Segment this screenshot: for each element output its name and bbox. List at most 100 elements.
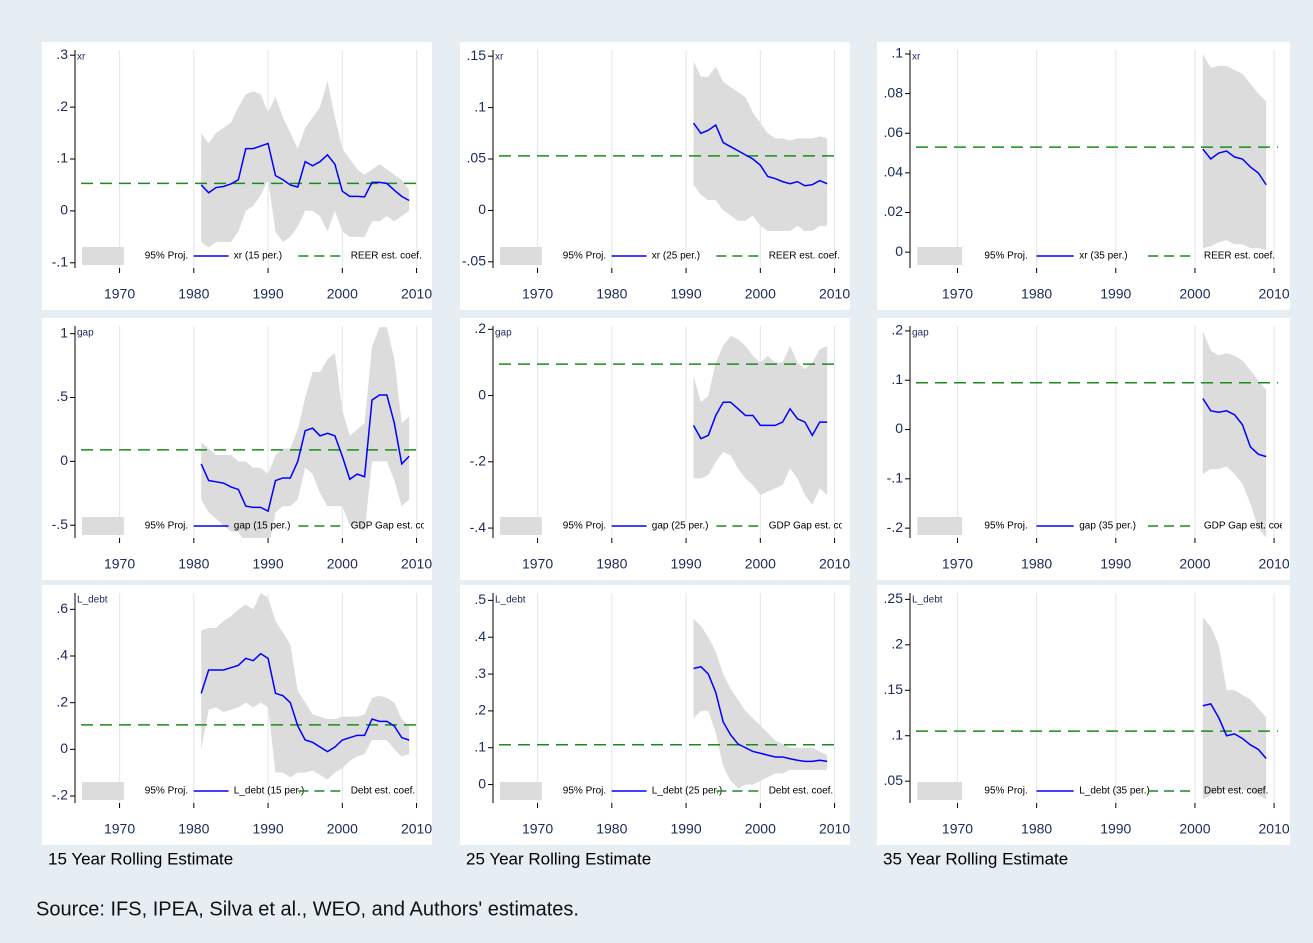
chart-panel: 1970 1980 1990 2000 2010 0 .02 .04 .06 .08 .1 xr 95%… xyxy=(877,42,1290,310)
legend: 95% Proj. xr (35 per.) REER est. coef. xyxy=(917,247,1275,265)
y-tick-label: .2 xyxy=(56,693,68,709)
x-tick-label: 1980 xyxy=(596,556,627,572)
legend-label: xr (25 per.) xyxy=(652,251,700,262)
legend-label: GDP Gap est. coef. xyxy=(351,521,438,532)
y-tick-label: .1 xyxy=(891,45,903,61)
y-tick-label: 0 xyxy=(60,452,68,468)
y-axis-label: xr xyxy=(77,52,86,63)
confidence-band xyxy=(1202,53,1267,251)
legend-swatch xyxy=(81,247,124,265)
y-tick-label: .4 xyxy=(474,628,486,644)
plot-layer xyxy=(916,330,1278,538)
x-tick-label: 1980 xyxy=(178,821,209,837)
confidence-band xyxy=(693,618,828,789)
y-tick-label: 0 xyxy=(478,386,486,402)
legend-swatch xyxy=(917,517,963,535)
legend: 95% Proj. L_debt (15 per.) Debt est. coef. xyxy=(81,782,415,800)
x-tick-label: 2000 xyxy=(745,556,776,572)
y-tick-label: .3 xyxy=(56,46,68,62)
plot-layer xyxy=(499,335,838,505)
x-tick-label: 1990 xyxy=(252,286,283,302)
legend: 95% Proj. gap (15 per.) GDP Gap est. coef. xyxy=(81,517,438,535)
legend-label: L_debt (25 per.) xyxy=(652,786,723,797)
legend-swatch xyxy=(499,247,542,265)
y-tick-label: .08 xyxy=(884,84,904,100)
legend-label: gap (35 per.) xyxy=(1079,521,1136,532)
y-tick-label: -.5 xyxy=(52,516,69,532)
legend-swatch xyxy=(917,247,963,265)
y-tick-label: .6 xyxy=(56,600,68,616)
x-tick-label: 2000 xyxy=(745,286,776,302)
chart-panel: 1970 1980 1990 2000 2010 -.2 0 .2 .4 .6 L_debt 95% … xyxy=(42,585,432,845)
legend-label: REER est. coef. xyxy=(769,251,840,262)
x-tick-label: 1990 xyxy=(670,821,701,837)
data-line xyxy=(200,652,410,753)
data-line xyxy=(200,394,410,513)
x-tick-label: 2010 xyxy=(819,556,850,572)
y-tick-label: .05 xyxy=(467,150,487,166)
legend-swatch xyxy=(81,782,124,800)
x-tick-label: 1970 xyxy=(522,286,553,302)
x-tick-label: 1990 xyxy=(670,286,701,302)
chart-panel: 1970 1980 1990 2000 2010 -.2 -.1 0 .1 .2 gap 95% Pr… xyxy=(877,318,1290,580)
y-tick-label: 0 xyxy=(478,201,486,217)
y-axis-label: xr xyxy=(912,52,921,63)
y-tick-label: .1 xyxy=(474,738,486,754)
x-tick-label: 2010 xyxy=(819,286,850,302)
chart-panel: 1970 1980 1990 2000 2010 -.5 0 .5 1 gap 95% Proj. g… xyxy=(42,318,438,580)
legend-label: REER est. coef. xyxy=(1204,251,1275,262)
y-tick-label: .15 xyxy=(884,681,904,697)
y-tick-label: -.4 xyxy=(470,519,487,535)
plot-layer xyxy=(916,617,1278,800)
y-tick-label: .2 xyxy=(56,98,68,114)
legend-label: 95% Proj. xyxy=(984,521,1027,532)
x-tick-label: 2000 xyxy=(1179,556,1210,572)
y-tick-label: 0 xyxy=(478,775,486,791)
legend-label: GDP Gap est. coef. xyxy=(769,521,856,532)
legend-label: Debt est. coef. xyxy=(351,786,415,797)
legend-label: xr (15 per.) xyxy=(234,251,282,262)
column-caption: 15 Year Rolling Estimate xyxy=(48,849,233,868)
x-tick-label: 2000 xyxy=(1179,821,1210,837)
y-tick-label: 0 xyxy=(895,243,903,259)
legend-label: 95% Proj. xyxy=(984,786,1027,797)
x-tick-label: 2000 xyxy=(745,821,776,837)
data-line xyxy=(692,401,828,440)
x-tick-label: 1990 xyxy=(1100,821,1131,837)
legend-swatch xyxy=(499,782,542,800)
chart-panel: 1970 1980 1990 2000 2010 0 .1 .2 .3 .4 .5 L_debt 95%… xyxy=(460,585,850,845)
y-tick-label: -.05 xyxy=(462,253,486,269)
y-tick-label: .04 xyxy=(884,164,904,180)
legend: 95% Proj. gap (35 per.) GDP Gap est. coef. xyxy=(917,517,1282,535)
x-tick-label: 1980 xyxy=(596,286,627,302)
legend-label: 95% Proj. xyxy=(145,521,188,532)
y-axis-label: L_debt xyxy=(495,595,526,606)
y-tick-label: -.1 xyxy=(52,254,69,270)
legend-label: REER est. coef. xyxy=(351,251,422,262)
source-note: Source: IFS, IPEA, Silva et al., WEO, an… xyxy=(36,898,579,920)
y-tick-label: .2 xyxy=(474,702,486,718)
legend-label: 95% Proj. xyxy=(563,251,606,262)
confidence-band xyxy=(1202,617,1267,800)
y-tick-label: .4 xyxy=(56,647,68,663)
y-tick-label: -.2 xyxy=(470,453,487,469)
x-tick-label: 2010 xyxy=(1259,286,1290,302)
confidence-band xyxy=(201,593,410,780)
y-tick-label: .2 xyxy=(891,636,903,652)
y-tick-label: 0 xyxy=(60,740,68,756)
legend-label: 95% Proj. xyxy=(984,251,1027,262)
legend-swatch xyxy=(499,517,542,535)
plot-layer xyxy=(81,81,420,248)
y-tick-label: 0 xyxy=(60,202,68,218)
legend-label: L_debt (15 per.) xyxy=(234,786,305,797)
x-tick-label: 2010 xyxy=(1259,821,1290,837)
x-tick-label: 1970 xyxy=(104,821,135,837)
legend-label: xr (35 per.) xyxy=(1079,251,1127,262)
data-line xyxy=(200,142,410,202)
y-tick-label: .05 xyxy=(884,772,904,788)
confidence-band xyxy=(693,61,828,231)
data-line xyxy=(693,665,828,763)
column-caption: 35 Year Rolling Estimate xyxy=(883,849,1068,868)
x-tick-label: 2000 xyxy=(327,556,358,572)
x-tick-label: 1970 xyxy=(522,821,553,837)
